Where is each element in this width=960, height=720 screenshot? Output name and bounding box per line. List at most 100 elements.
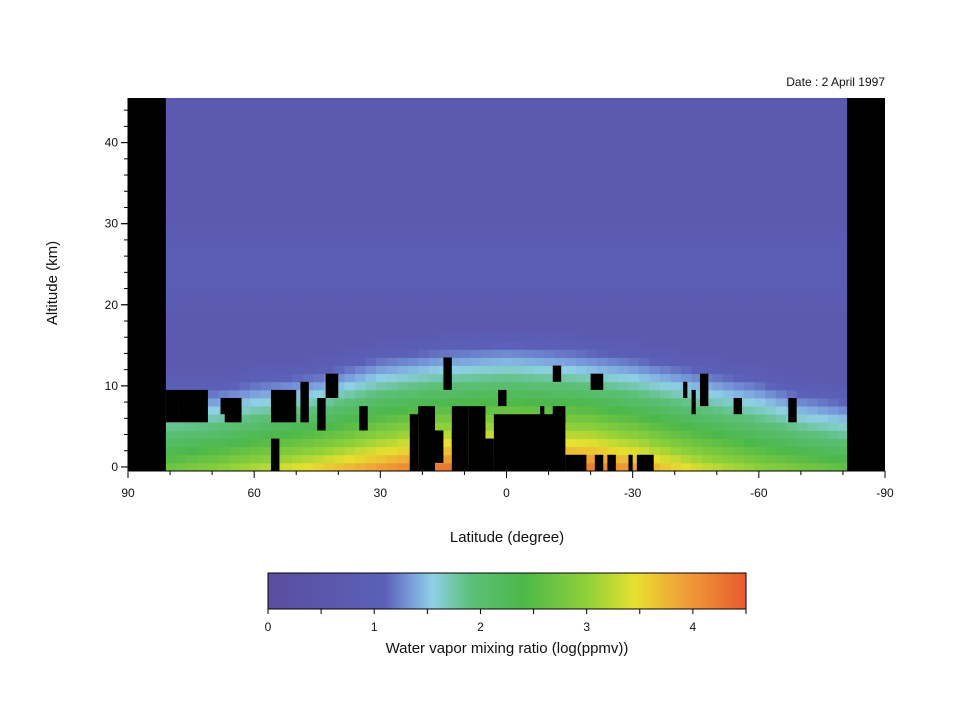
heatmap-cell	[628, 114, 640, 123]
heatmap-cell	[344, 268, 356, 277]
heatmap-cell	[702, 284, 713, 294]
heatmap-cell	[218, 365, 230, 375]
heatmap-cell	[334, 446, 345, 456]
heatmap-cell	[355, 446, 367, 456]
missing-data-cell	[485, 438, 494, 471]
heatmap-cell	[723, 122, 734, 131]
heatmap-cell	[628, 462, 640, 472]
heatmap-cell	[292, 170, 303, 180]
heatmap-cell	[628, 195, 640, 204]
heatmap-cell	[775, 284, 787, 294]
heatmap-cell	[702, 203, 713, 212]
heatmap-cell	[302, 325, 314, 334]
heatmap-cell	[691, 292, 703, 302]
heatmap-cell	[575, 430, 587, 439]
heatmap-cell	[365, 276, 377, 285]
heatmap-cell	[660, 292, 671, 302]
heatmap-cell	[533, 260, 545, 269]
heatmap-cell	[334, 325, 345, 334]
heatmap-cell	[512, 243, 524, 253]
heatmap-cell	[691, 130, 703, 139]
heatmap-cell	[638, 276, 650, 285]
heatmap-cell	[828, 300, 840, 310]
heatmap-cell	[733, 154, 745, 164]
heatmap-cell	[596, 276, 608, 285]
heatmap-cell	[670, 373, 682, 383]
heatmap-cell	[428, 146, 440, 156]
heatmap-cell	[586, 325, 598, 334]
heatmap-cell	[344, 130, 356, 139]
heatmap-cell	[197, 381, 209, 391]
heatmap-cell	[765, 122, 777, 131]
heatmap-cell	[544, 252, 556, 261]
heatmap-cell	[439, 422, 451, 431]
heatmap-cell	[796, 219, 808, 229]
heatmap-cell	[355, 179, 367, 188]
heatmap-cell	[554, 106, 566, 115]
heatmap-cell	[828, 219, 840, 229]
heatmap-cell	[807, 438, 819, 448]
heatmap-cell	[491, 357, 503, 366]
heatmap-cell	[228, 106, 240, 115]
heatmap-cell	[228, 227, 240, 237]
heatmap-cell	[344, 162, 356, 172]
heatmap-cell	[228, 243, 240, 253]
heatmap-cell	[607, 268, 619, 277]
heatmap-cell	[344, 276, 356, 285]
heatmap-cell	[365, 349, 377, 358]
heatmap-cell	[617, 211, 629, 221]
heatmap-cell	[554, 252, 566, 261]
heatmap-cell	[376, 422, 388, 431]
heatmap-cell	[355, 138, 367, 148]
heatmap-cell	[565, 422, 577, 431]
heatmap-cell	[607, 292, 619, 302]
heatmap-cell	[239, 292, 251, 302]
heatmap-cell	[176, 454, 188, 464]
heatmap-cell	[712, 414, 724, 423]
heatmap-cell	[249, 227, 261, 237]
heatmap-cell	[691, 357, 703, 366]
heatmap-cell	[386, 357, 398, 366]
heatmap-cell	[302, 300, 314, 310]
heatmap-cell	[817, 454, 829, 464]
heatmap-cell	[670, 243, 682, 253]
heatmap-cell	[228, 316, 240, 326]
heatmap-cell	[270, 292, 282, 302]
x-tick-label: -90	[876, 486, 894, 500]
heatmap-cell	[691, 381, 703, 391]
heatmap-cell	[670, 316, 682, 326]
heatmap-cell	[786, 260, 798, 269]
heatmap-cell	[407, 316, 419, 326]
heatmap-cell	[544, 219, 556, 229]
heatmap-cell	[628, 227, 640, 237]
heatmap-cell	[617, 438, 629, 448]
heatmap-cell	[270, 381, 282, 391]
heatmap-cell	[449, 365, 461, 375]
heatmap-cell	[523, 284, 535, 294]
heatmap-cell	[828, 268, 840, 277]
heatmap-plot-area	[128, 98, 885, 472]
heatmap-cell	[218, 122, 230, 131]
heatmap-cell	[365, 357, 377, 366]
heatmap-cell	[313, 308, 324, 318]
heatmap-cell	[428, 195, 440, 204]
heatmap-cell	[628, 373, 640, 383]
heatmap-cell	[512, 292, 524, 302]
heatmap-cell	[617, 98, 629, 107]
heatmap-cell	[807, 179, 819, 188]
heatmap-cell	[723, 203, 734, 212]
heatmap-cell	[176, 446, 188, 456]
heatmap-cell	[397, 422, 409, 431]
heatmap-cell	[249, 170, 261, 180]
heatmap-cell	[533, 187, 545, 196]
heatmap-cell	[323, 138, 335, 148]
heatmap-cell	[376, 243, 388, 253]
heatmap-cell	[712, 179, 724, 188]
heatmap-cell	[249, 211, 261, 221]
heatmap-cell	[786, 146, 798, 156]
heatmap-cell	[596, 122, 608, 131]
heatmap-cell	[197, 227, 209, 237]
heatmap-cell	[355, 187, 367, 196]
heatmap-cell	[270, 243, 282, 253]
heatmap-cell	[302, 203, 314, 212]
